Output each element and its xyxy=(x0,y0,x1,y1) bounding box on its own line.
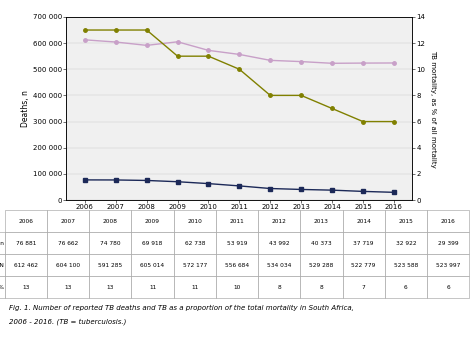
X-axis label: Year: Year xyxy=(231,213,247,222)
Text: Fig. 1. Number of reported TB deaths and TB as a proportion of the total mortali: Fig. 1. Number of reported TB deaths and… xyxy=(9,305,355,311)
Y-axis label: Deaths, n: Deaths, n xyxy=(21,90,30,127)
Y-axis label: TB mortality, as % of all mortality: TB mortality, as % of all mortality xyxy=(430,49,436,167)
Text: 2006 - 2016. (TB = tuberculosis.): 2006 - 2016. (TB = tuberculosis.) xyxy=(9,319,127,325)
